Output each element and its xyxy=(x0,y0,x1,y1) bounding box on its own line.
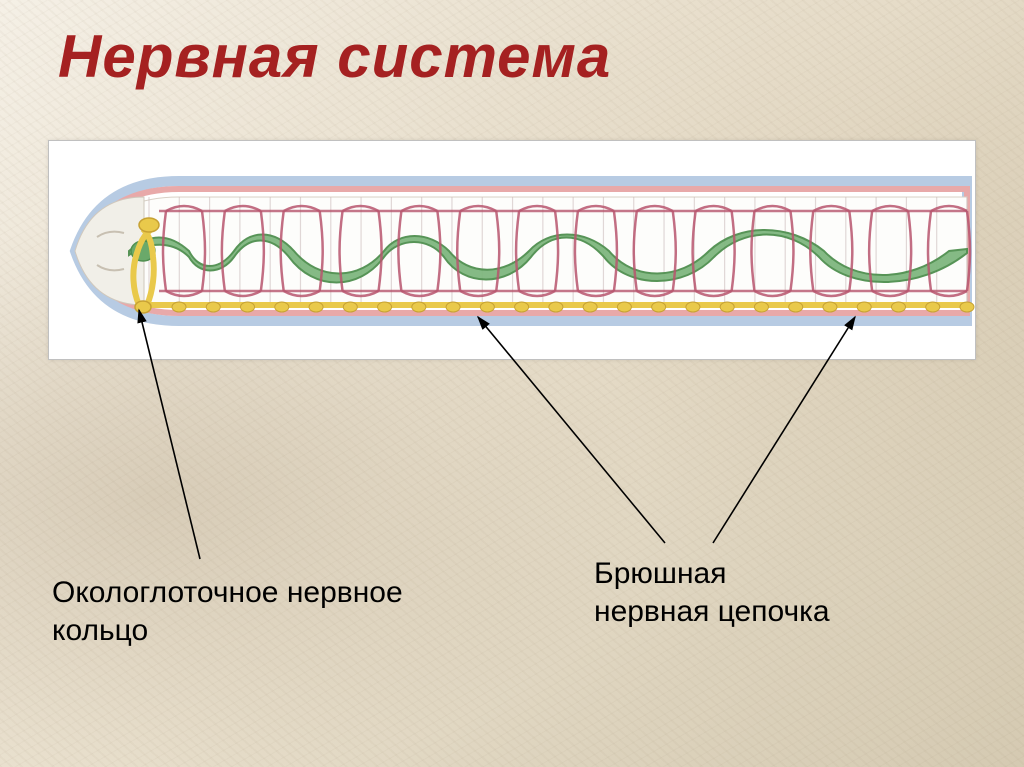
diagram-frame xyxy=(48,140,976,360)
body-outline xyxy=(75,181,967,321)
label-nerve-ring-line1: Окологлоточное нервное xyxy=(52,574,403,612)
label-nerve-chain-line2: нервная цепочка xyxy=(594,593,830,631)
label-nerve-ring: Окологлоточное нервное кольцо xyxy=(52,574,403,649)
label-nerve-chain-line1: Брюшная xyxy=(594,555,830,593)
title-text: Нервная система xyxy=(58,23,611,90)
label-nerve-ring-line2: кольцо xyxy=(52,612,403,650)
slide-background xyxy=(0,0,1024,767)
slide-title: Нервная система xyxy=(58,22,611,91)
label-nerve-chain: Брюшная нервная цепочка xyxy=(594,555,830,630)
worm-diagram xyxy=(49,141,977,361)
